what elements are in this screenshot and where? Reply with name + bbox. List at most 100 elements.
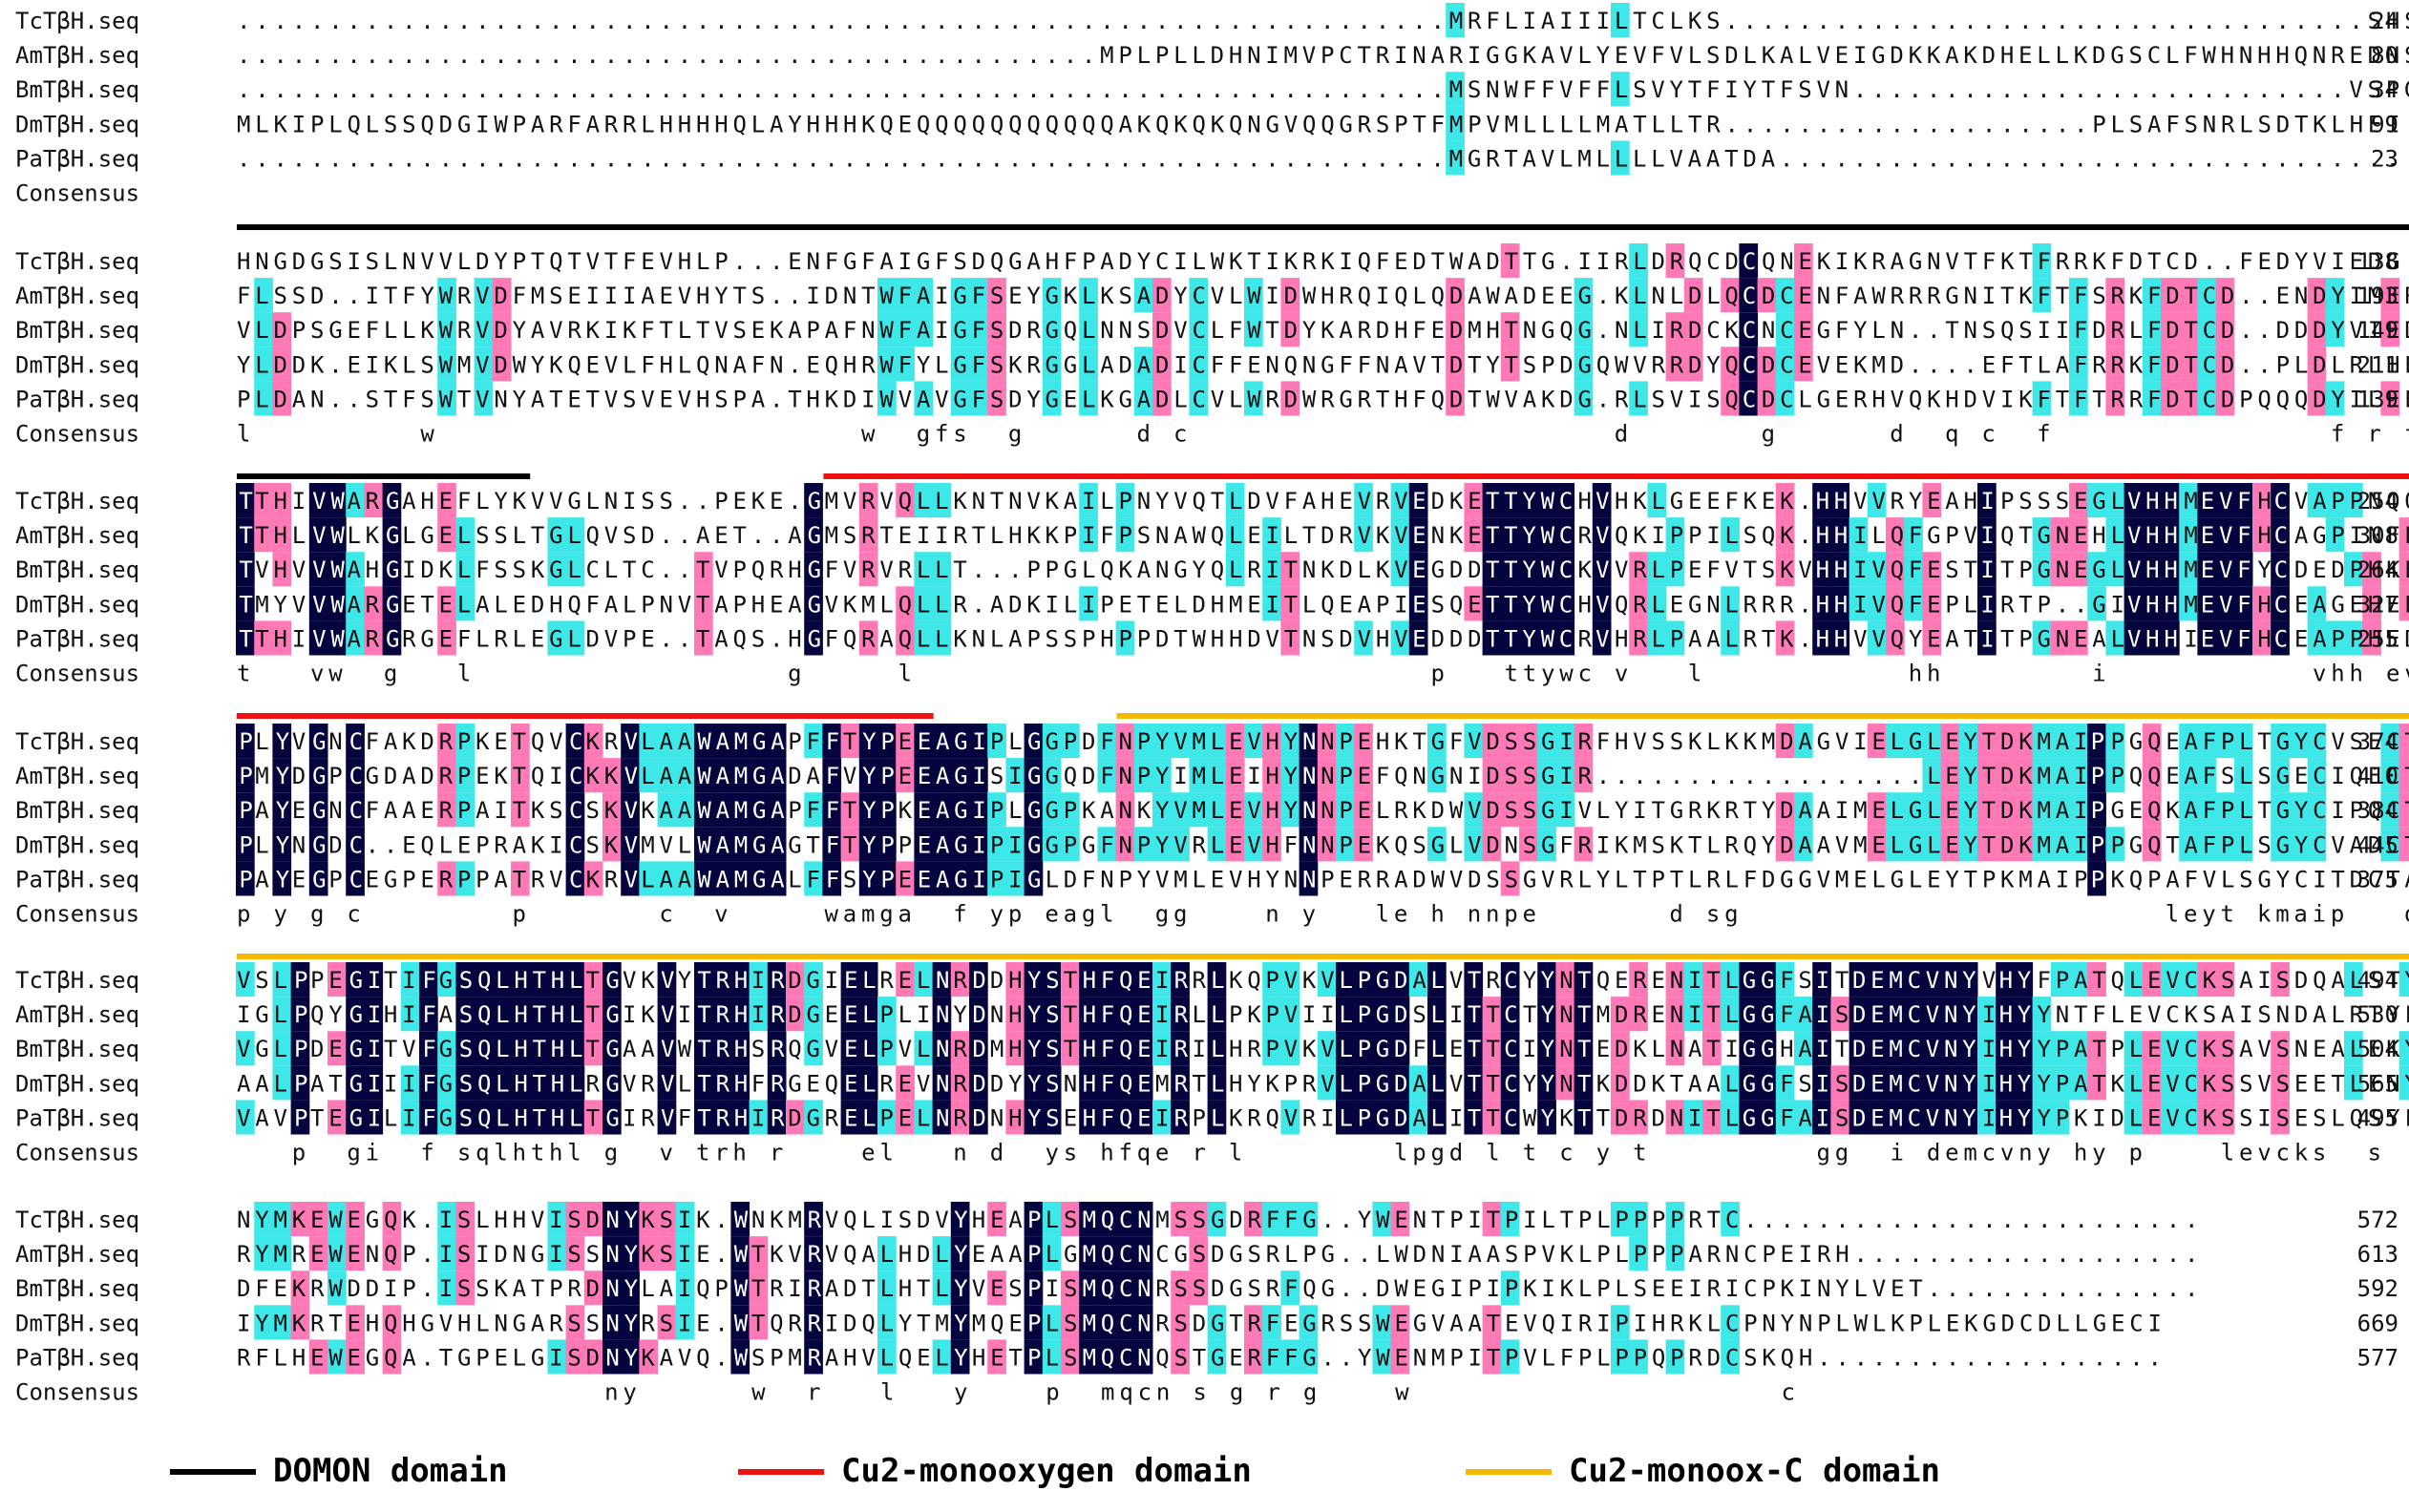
residue-shade [1683, 278, 1703, 313]
residue-letter: L [496, 1001, 509, 1028]
residue-shade [1464, 1031, 1484, 1066]
residue-letter: P [294, 1001, 307, 1028]
residue-letter: E [1137, 1001, 1151, 1028]
residue-shade [1721, 997, 1740, 1032]
residue-shade [1996, 724, 2015, 759]
residue-shade [694, 962, 713, 998]
residue-shade [2142, 586, 2162, 621]
residue-shade [1115, 620, 1135, 656]
residue-shade [1133, 1305, 1153, 1340]
residue-shade [1702, 1031, 1722, 1066]
sequence-end-position: 495 [2357, 1104, 2398, 1131]
residue-shade [858, 1100, 878, 1135]
residue-shade [2124, 962, 2144, 998]
residue-shade [1189, 1236, 1209, 1271]
residue-shade [1721, 1100, 1740, 1135]
residue-letter: N [1137, 1241, 1151, 1268]
residue-letter: E [1870, 967, 1884, 994]
residue-shade [1152, 724, 1172, 759]
residue-shade [455, 1100, 475, 1135]
residue-shade [1042, 1236, 1062, 1271]
residue-shade [2179, 827, 2198, 862]
residue-letter: V [1595, 556, 1609, 583]
residue-letter: C [1908, 1070, 1921, 1097]
residue-shade [1904, 1031, 1923, 1066]
residue-shade [1189, 1270, 1209, 1306]
residue-letter: E [844, 1001, 857, 1028]
residue-letter: N [936, 1036, 949, 1062]
sequence-row: THI AR RGEFLRLEGLDVPE..TAQS.H FQRAQLLKNL… [237, 625, 2409, 652]
residue-shade [950, 1270, 970, 1306]
residue-shade [1336, 1065, 1355, 1101]
residue-shade [474, 1100, 494, 1135]
residue-shade [932, 552, 952, 587]
residue-shade [2179, 962, 2198, 998]
residue-letter: R [771, 1104, 785, 1131]
residue-letter: A [716, 831, 730, 858]
residue-shade [1189, 1202, 1209, 1237]
residue-shade [2179, 792, 2198, 828]
residue-shade [1904, 517, 1923, 553]
residue-letter: E [844, 1036, 857, 1062]
residue-shade [2069, 724, 2088, 759]
residue-shade [2050, 620, 2070, 656]
residue-letter: C [1908, 1104, 1921, 1131]
residue-letter: P [880, 763, 894, 789]
residue-shade [1152, 997, 1172, 1032]
residue-letter: V [312, 591, 326, 618]
residue-letter: Q [1119, 1104, 1132, 1131]
residue-shade [1005, 997, 1025, 1032]
residue-letter: I [1816, 1001, 1829, 1028]
residue-shade [2344, 483, 2363, 518]
residue-shade [2014, 1100, 2034, 1135]
residue-shade [987, 792, 1006, 828]
residue-letter: D [1394, 1104, 1407, 1131]
residue-shade [1794, 827, 1813, 862]
residue-letter: Y [276, 763, 290, 789]
residue-shade [565, 997, 585, 1032]
residue-shade [455, 1202, 475, 1237]
residue-letter: L [862, 1001, 876, 1028]
residue-shade [272, 517, 292, 553]
residue-shade [308, 1339, 328, 1375]
residue-shade [969, 1031, 988, 1066]
residue-shade [767, 861, 787, 896]
residue-shade [308, 586, 328, 621]
residue-shade [1482, 1031, 1502, 1066]
residue-shade [272, 483, 292, 518]
residue-shade [1115, 1270, 1135, 1306]
residue-shade [1244, 381, 1263, 416]
residue-shade [2087, 962, 2106, 998]
residue-letter: P [1358, 967, 1371, 994]
residue-shade [2344, 962, 2363, 998]
residue-shade [492, 962, 512, 998]
residue-letter: Y [2018, 1070, 2032, 1097]
residue-shade [2161, 483, 2180, 518]
residue-shade [1555, 792, 1575, 828]
residue-shade [2271, 517, 2290, 553]
consensus-label: Consensus [15, 661, 139, 687]
residue-letter: T [1504, 556, 1517, 583]
residue-shade [2197, 278, 2217, 313]
residue-shade [2179, 381, 2198, 416]
residue-shade [1354, 517, 1373, 553]
residue-letter: Q [477, 1001, 491, 1028]
residue-shade [2307, 346, 2327, 382]
residue-shade [2050, 1065, 2070, 1101]
residue-letter: G [1027, 831, 1041, 858]
residue-shade [749, 861, 769, 896]
residue-shade [2380, 792, 2400, 828]
sequence-name: TcTβH.seq [15, 8, 139, 34]
residue-shade [914, 724, 934, 759]
sequence-name: DmTβH.seq [15, 831, 139, 858]
residue-shade [1721, 1202, 1740, 1237]
residue-shade [2161, 962, 2180, 998]
residue-shade [877, 1305, 897, 1340]
residue-shade [583, 1339, 603, 1375]
residue-shade [1152, 827, 1172, 862]
residue-shade [1005, 758, 1025, 793]
residue-letter: H [1816, 625, 1829, 652]
residue-shade [1629, 381, 1648, 416]
residue-shade [1097, 827, 1117, 862]
residue-shade [1482, 517, 1502, 553]
